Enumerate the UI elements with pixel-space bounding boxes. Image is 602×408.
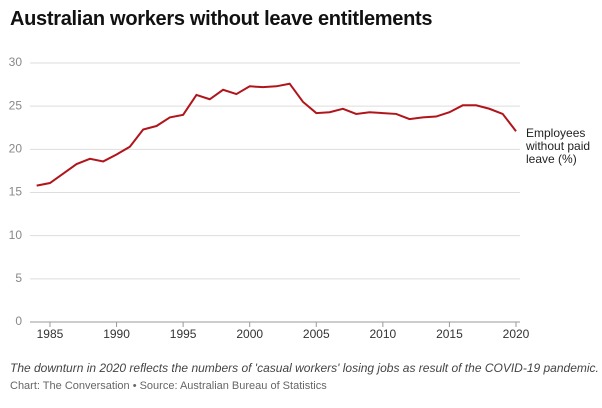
y-tick-label: 15: [9, 185, 23, 199]
x-tick-label: 2005: [303, 327, 330, 341]
y-tick-label: 30: [9, 55, 23, 69]
series-label: Employees without paid leave (%): [526, 126, 591, 166]
x-tick-label: 2020: [503, 327, 530, 341]
y-tick-label: 5: [15, 271, 22, 285]
x-tick-label: 1985: [37, 327, 64, 341]
x-tick-label: 1995: [170, 327, 197, 341]
y-tick-label: 0: [15, 314, 22, 328]
y-tick-label: 10: [9, 228, 23, 242]
y-tick-label: 20: [9, 142, 23, 156]
y-tick-label: 25: [9, 98, 23, 112]
chart-title: Australian workers without leave entitle…: [10, 8, 433, 30]
source: Chart: The Conversation • Source: Austra…: [10, 380, 327, 392]
caption: The downturn in 2020 reflects the number…: [10, 361, 599, 375]
line: [36, 82, 517, 187]
x-tick-label: 2000: [236, 327, 263, 341]
x-tick-label: 1990: [103, 327, 130, 341]
x-tick-label: 2015: [436, 327, 463, 341]
x-tick-label: 2010: [370, 327, 397, 341]
